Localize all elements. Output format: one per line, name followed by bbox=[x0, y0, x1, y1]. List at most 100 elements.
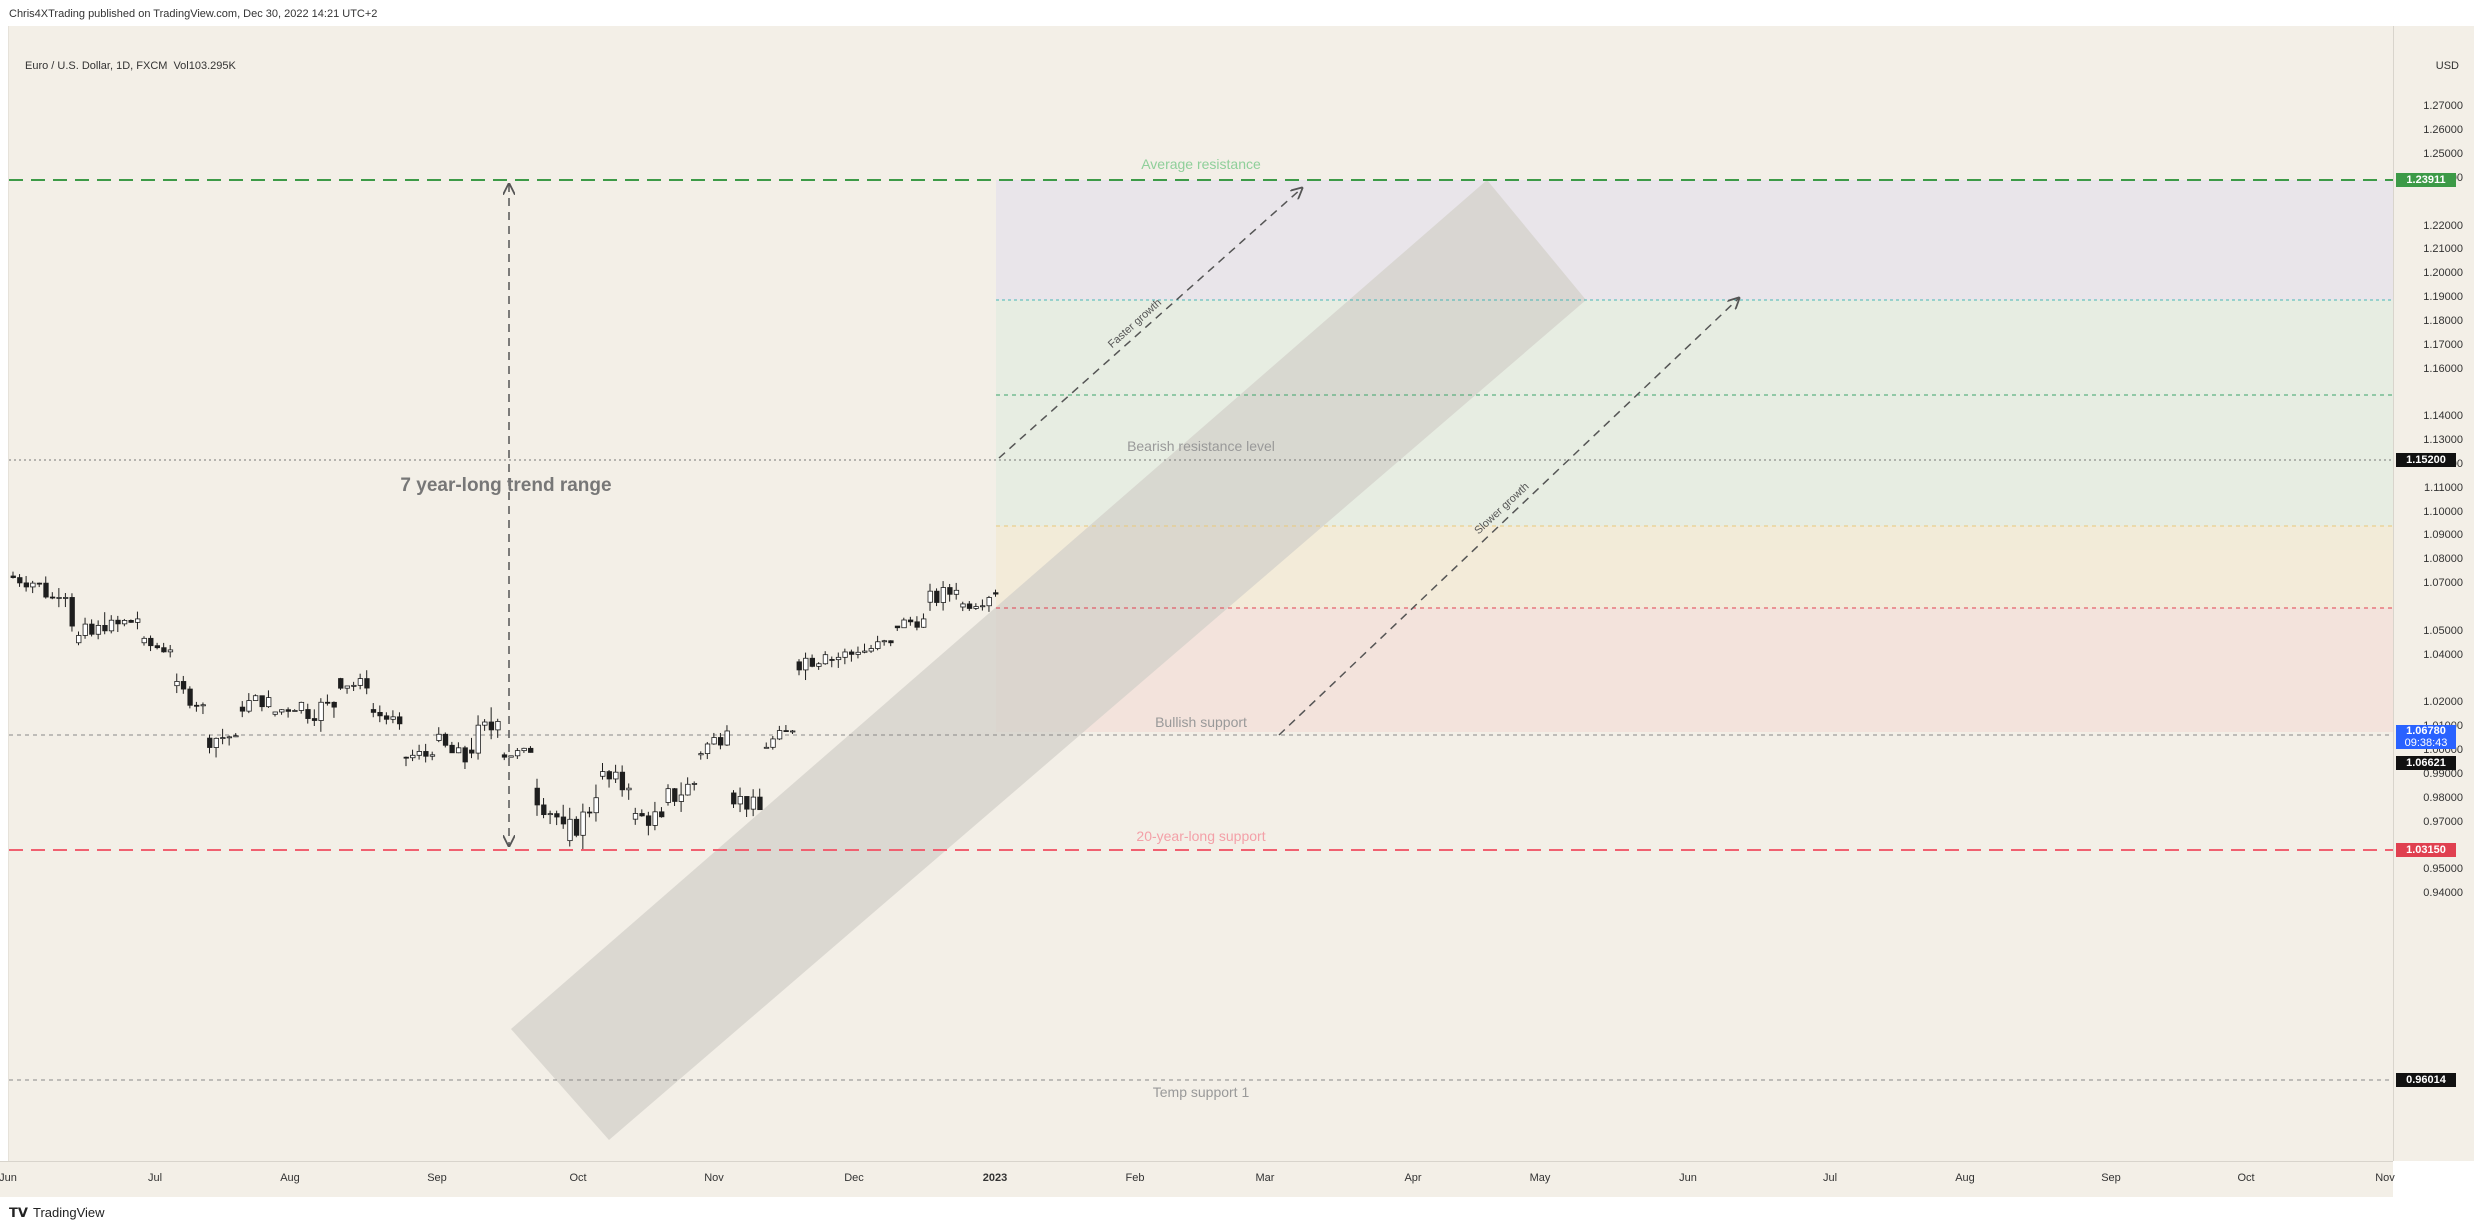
price-tick: 1.02000 bbox=[2423, 696, 2463, 709]
candle-body bbox=[659, 811, 665, 818]
candle-body bbox=[351, 684, 357, 687]
candle-body bbox=[167, 649, 174, 653]
candle-body bbox=[115, 619, 121, 625]
zone-resistance bbox=[996, 180, 2394, 300]
symbol-title[interactable]: Euro / U.S. Dollar, 1D, FXCM bbox=[25, 60, 168, 72]
candle-body bbox=[547, 813, 553, 816]
currency-label[interactable]: USD bbox=[2435, 60, 2459, 72]
candle-body bbox=[829, 659, 835, 661]
time-label: Jun bbox=[1679, 1172, 1697, 1184]
candle-body bbox=[449, 744, 455, 754]
price-axis[interactable]: USD 1.270001.260001.250001.240001.220001… bbox=[2393, 26, 2474, 1161]
label-average-resistance: Average resistance bbox=[1141, 156, 1261, 172]
candle-body bbox=[862, 650, 868, 653]
price-tick: 1.11000 bbox=[2424, 481, 2463, 494]
price-tick: 1.17000 bbox=[2423, 338, 2463, 351]
candle-body bbox=[174, 681, 180, 687]
candle-body bbox=[921, 618, 927, 628]
candle-body bbox=[383, 715, 390, 720]
candle-body bbox=[298, 701, 305, 711]
candle-body bbox=[259, 695, 265, 708]
candle-body bbox=[76, 635, 82, 644]
candle-body bbox=[10, 575, 16, 578]
candle-body bbox=[429, 754, 436, 757]
price-tick: 1.25000 bbox=[2423, 148, 2463, 161]
price-tick: 1.20000 bbox=[2423, 267, 2463, 280]
symbol-legend[interactable]: Euro / U.S. Dollar, 1D, FXCM Vol103.295K bbox=[25, 60, 242, 72]
candle-body bbox=[567, 818, 573, 842]
candle-body bbox=[397, 716, 403, 725]
badge-avg-resistance: 1.23911 bbox=[2396, 173, 2456, 187]
time-label: Apr bbox=[1404, 1172, 1422, 1184]
label-20yr-support: 20-year-long support bbox=[1136, 828, 1265, 844]
candle-body bbox=[154, 645, 161, 649]
time-label: Aug bbox=[1955, 1172, 1975, 1184]
candle-body bbox=[724, 730, 730, 746]
candle-body bbox=[803, 657, 809, 671]
candle-body bbox=[816, 663, 822, 667]
candle-body bbox=[980, 605, 986, 608]
candle-body bbox=[704, 743, 711, 754]
candle-body bbox=[907, 619, 914, 623]
time-label: Aug bbox=[280, 1172, 300, 1184]
time-axis[interactable]: Jun Jul Aug Sep Oct Nov Dec 2023 Feb Mar Apr May Jun… bbox=[0, 1161, 2395, 1198]
time-label: Nov bbox=[704, 1172, 724, 1184]
candle-body bbox=[894, 625, 901, 629]
candle-body bbox=[128, 620, 134, 623]
time-label: Jun bbox=[0, 1172, 17, 1184]
candle-body bbox=[338, 678, 344, 689]
chart-pane[interactable]: Euro / U.S. Dollar, 1D, FXCM Vol103.295K bbox=[8, 26, 2394, 1161]
candle-body bbox=[927, 590, 933, 603]
candle-body bbox=[89, 623, 95, 635]
footer: 𝗧𝗩 TradingView bbox=[0, 1197, 2474, 1227]
candle-body bbox=[534, 787, 540, 806]
trend-channel bbox=[511, 180, 1586, 1140]
candle-body bbox=[246, 700, 252, 712]
candle-body bbox=[135, 618, 141, 623]
price-tick: 1.19000 bbox=[2423, 291, 2463, 304]
price-tick: 1.08000 bbox=[2423, 553, 2463, 566]
candle-body bbox=[82, 623, 88, 636]
candle-body bbox=[809, 657, 815, 667]
candle-body bbox=[914, 621, 920, 628]
candle-body bbox=[252, 695, 259, 701]
publish-info: Chris4XTrading published on TradingView.… bbox=[9, 8, 378, 20]
candle-body bbox=[279, 709, 285, 713]
time-label: Feb bbox=[1125, 1172, 1145, 1184]
candle-body bbox=[698, 753, 704, 756]
candle-body bbox=[475, 724, 481, 754]
candle-body bbox=[200, 704, 206, 707]
zone-lower bbox=[996, 608, 2394, 732]
badge-last-price-group: 1.06780 09:38:43 bbox=[2396, 725, 2456, 749]
candle-body bbox=[796, 661, 802, 671]
candle-body bbox=[639, 813, 645, 817]
price-tick: 0.99000 bbox=[2423, 767, 2463, 780]
candle-body bbox=[17, 577, 23, 584]
badge-bearish: 1.15200 bbox=[2396, 453, 2456, 467]
candle-body bbox=[711, 737, 717, 745]
candle-body bbox=[947, 587, 953, 595]
price-tick: 1.09000 bbox=[2423, 529, 2463, 542]
candle-body bbox=[324, 701, 331, 704]
candle-body bbox=[30, 582, 36, 588]
candle-body bbox=[102, 625, 108, 632]
volume-value: 103.295K bbox=[188, 60, 236, 72]
badge-20yr-support: 1.03150 bbox=[2396, 843, 2456, 857]
tradingview-brand: TradingView bbox=[33, 1205, 105, 1220]
candle-body bbox=[187, 688, 193, 706]
candle-body bbox=[842, 651, 848, 658]
volume-label: Vol103.295K bbox=[173, 60, 235, 72]
candle-body bbox=[626, 787, 632, 791]
time-label: 2023 bbox=[982, 1172, 1008, 1184]
candle-body bbox=[718, 737, 724, 746]
candle-body bbox=[207, 737, 213, 748]
candle-body bbox=[508, 755, 514, 758]
candle-body bbox=[148, 637, 154, 647]
candle-body bbox=[855, 651, 861, 655]
candle-body bbox=[901, 619, 907, 629]
badge-temp-support: 0.96014 bbox=[2396, 1073, 2456, 1087]
chart-canvas[interactable]: Average resistance Bearish resistance le… bbox=[9, 26, 2394, 1161]
candle-body bbox=[23, 582, 30, 588]
badge-countdown: 09:38:43 bbox=[2404, 737, 2448, 749]
candle-body bbox=[986, 597, 992, 607]
